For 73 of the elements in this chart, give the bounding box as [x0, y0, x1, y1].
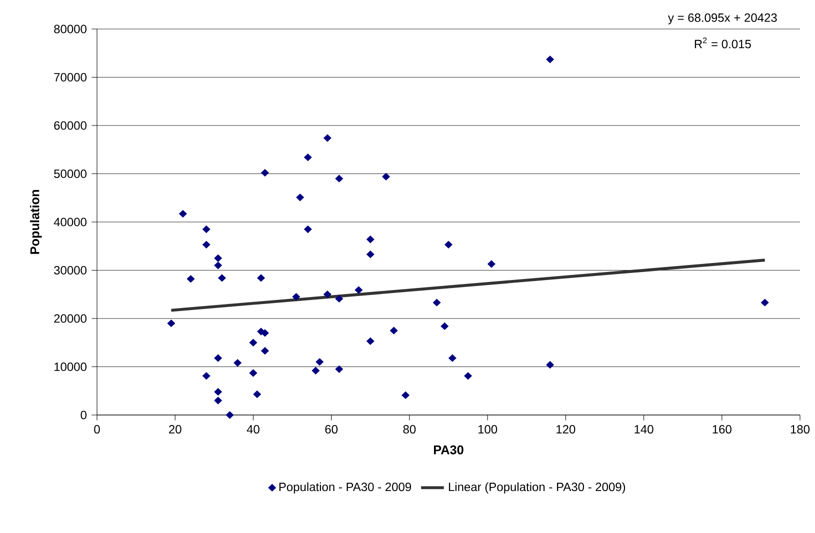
y-tick-label: 40000	[54, 218, 86, 226]
x-tick-label: 40	[246, 425, 260, 434]
point	[167, 320, 176, 328]
x-tick-label: 100	[478, 425, 498, 434]
point	[304, 154, 312, 162]
point	[366, 236, 374, 244]
x-tick-label: 140	[634, 425, 654, 434]
point	[249, 369, 258, 377]
point	[488, 260, 496, 268]
point	[448, 354, 456, 362]
point	[257, 274, 265, 282]
point	[546, 56, 554, 64]
point	[402, 391, 410, 399]
point	[312, 366, 320, 374]
x-tick-label: 160	[712, 425, 732, 434]
x-tick-label: 20	[169, 425, 182, 434]
point	[464, 372, 472, 380]
y-tick-label: 10000	[54, 362, 86, 372]
x-axis-title: PA30	[434, 445, 464, 454]
y-tick-label: 70000	[54, 73, 86, 82]
x-tick-label: 80	[403, 425, 416, 434]
point	[760, 298, 769, 306]
point	[304, 226, 312, 233]
y-tick-label: 80000	[54, 24, 86, 34]
point	[444, 240, 452, 248]
point	[335, 174, 344, 182]
y-tick-label: 30000	[54, 266, 86, 275]
point	[324, 290, 332, 298]
x-tick-label: 0	[94, 425, 100, 434]
y-tick-label: 0	[80, 410, 86, 420]
point	[335, 294, 344, 302]
point	[366, 337, 374, 345]
point	[546, 361, 554, 369]
point	[390, 326, 398, 334]
point	[186, 275, 195, 283]
point	[261, 329, 269, 337]
point	[179, 210, 187, 218]
annotation: R$^{2}$ = 0.015	[694, 38, 751, 48]
point	[202, 226, 210, 233]
point	[440, 322, 449, 330]
x-tick-label: 60	[325, 425, 338, 434]
point	[214, 254, 222, 262]
point	[214, 396, 222, 404]
y-tick-label: 60000	[54, 121, 86, 130]
point	[354, 286, 363, 294]
point	[366, 250, 374, 258]
point	[202, 372, 210, 380]
legend-label: Linear (Population - PA30 - 2009)	[448, 482, 626, 494]
point	[234, 359, 242, 367]
point	[214, 388, 222, 396]
point	[253, 390, 262, 398]
legend-label: Population - PA30 - 2009	[279, 482, 412, 494]
point	[261, 347, 269, 355]
point	[382, 172, 390, 180]
point	[249, 338, 258, 346]
point	[214, 354, 222, 362]
y-tick-label: 20000	[54, 314, 86, 323]
point	[335, 365, 344, 373]
point	[202, 240, 210, 248]
point	[226, 411, 234, 419]
x-tick-label: 180	[790, 425, 810, 434]
y-axis-title: Population	[30, 190, 42, 254]
point	[432, 298, 441, 306]
point	[296, 194, 304, 202]
point	[292, 293, 300, 301]
text: y = 68.095x + 20423	[668, 13, 777, 24]
point	[218, 274, 226, 282]
point	[324, 134, 332, 142]
x-tick-label: 120	[556, 425, 576, 434]
point	[214, 262, 222, 270]
point	[261, 169, 269, 177]
y-tick-label: 50000	[54, 170, 86, 178]
point	[316, 358, 324, 366]
